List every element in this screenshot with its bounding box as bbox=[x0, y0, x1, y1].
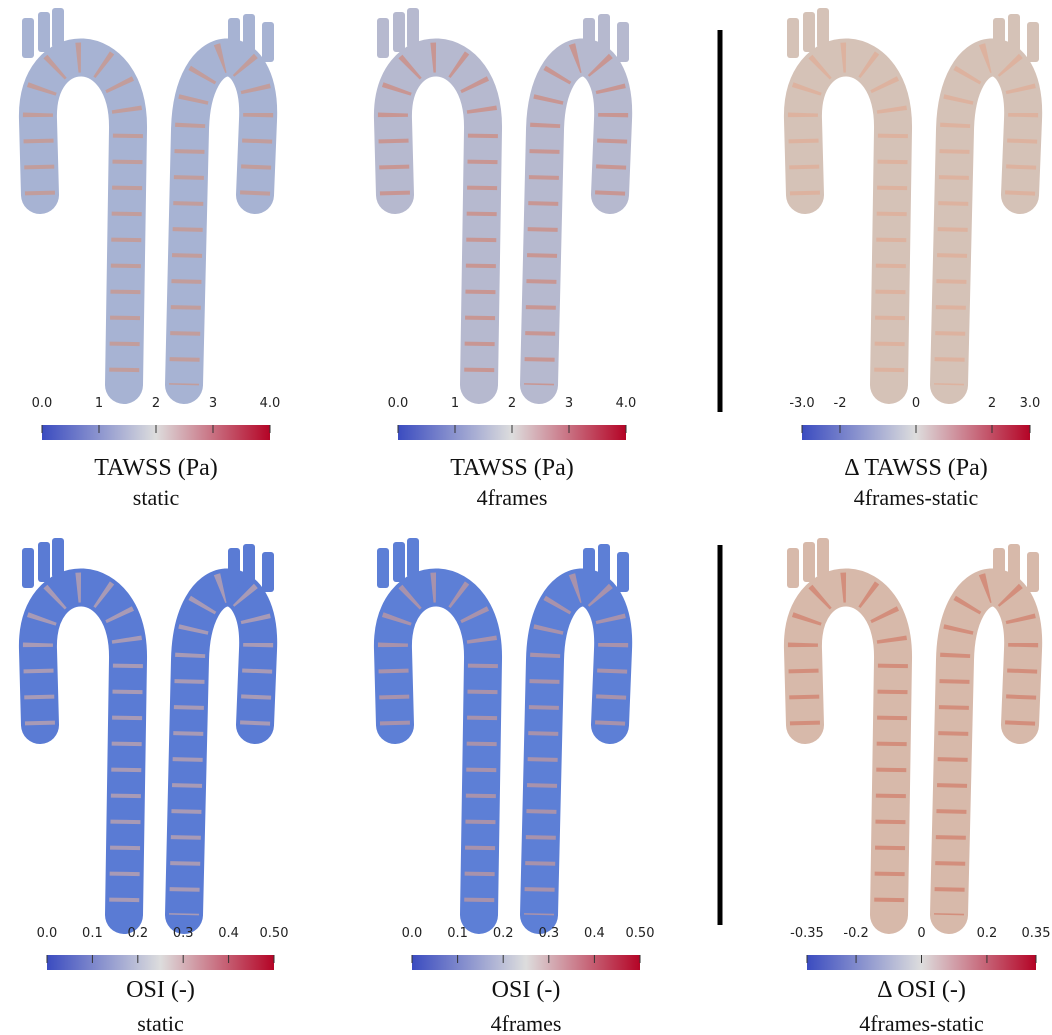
branch bbox=[617, 22, 629, 62]
branch bbox=[787, 18, 799, 58]
colorbar-tick-label: 0.1 bbox=[82, 926, 103, 941]
branch bbox=[598, 544, 610, 584]
panel-subtitle: 4frames-static bbox=[854, 485, 979, 510]
colorbar-tick-label: 0.4 bbox=[584, 926, 605, 941]
colorbar-tick-label: 0.3 bbox=[173, 926, 194, 941]
colorbar bbox=[412, 955, 640, 970]
colorbar-tick-label: 2 bbox=[988, 396, 996, 411]
branch bbox=[377, 548, 389, 588]
colorbar-tick-label: 0.0 bbox=[37, 926, 58, 941]
vessel bbox=[803, 57, 893, 385]
colorbar-tick-label: 0.2 bbox=[493, 926, 514, 941]
colorbar-tick-label: 0.3 bbox=[538, 926, 559, 941]
branch bbox=[407, 8, 419, 48]
colorbar-tick-label: 0 bbox=[917, 926, 925, 941]
branch bbox=[1027, 552, 1039, 592]
branch bbox=[1008, 544, 1020, 584]
colorbar-tick-label: -0.35 bbox=[790, 926, 824, 941]
figure: 0.0 1 2 3 4.0 TAWSS (Pa) static 0.0 1 2 3 4.0 TAWSS … bbox=[0, 0, 1052, 1035]
vessel bbox=[38, 57, 128, 385]
panel-title: Δ TAWSS (Pa) bbox=[844, 455, 988, 481]
branch bbox=[803, 542, 815, 582]
branch bbox=[393, 12, 405, 52]
colorbar-tick-label: 2 bbox=[508, 396, 516, 411]
colorbar-tick-label: -0.2 bbox=[843, 926, 868, 941]
aorta-pair bbox=[787, 8, 1039, 385]
aorta-pair bbox=[22, 538, 274, 915]
colorbar-tick-label: 4.0 bbox=[616, 396, 637, 411]
vessel bbox=[803, 587, 893, 915]
colorbar-tick-label: 0.2 bbox=[127, 926, 148, 941]
colorbar-tick-label: 3.0 bbox=[1020, 396, 1041, 411]
colorbar-tick-label: 3 bbox=[565, 396, 573, 411]
colorbar-tick-label: 0.35 bbox=[1022, 926, 1051, 941]
panel-subtitle: 4frames bbox=[477, 485, 548, 510]
colorbar-tick-label: -3.0 bbox=[789, 396, 814, 411]
branch bbox=[598, 14, 610, 54]
colorbar-tick-label: 0.2 bbox=[977, 926, 998, 941]
branch bbox=[38, 12, 50, 52]
branch bbox=[243, 544, 255, 584]
branch bbox=[228, 18, 240, 58]
branch bbox=[817, 538, 829, 578]
branch bbox=[228, 548, 240, 588]
branch bbox=[583, 548, 595, 588]
vessel bbox=[393, 57, 483, 385]
branch bbox=[243, 14, 255, 54]
colorbar-tick-label: 0 bbox=[912, 396, 920, 411]
colorbar-tick-label: 1 bbox=[95, 396, 103, 411]
panel-title: TAWSS (Pa) bbox=[450, 455, 573, 481]
colorbar-tick-label: 0.50 bbox=[260, 926, 289, 941]
colorbar-tick-label: -2 bbox=[834, 396, 847, 411]
branch bbox=[803, 12, 815, 52]
branch bbox=[393, 542, 405, 582]
colorbar-tick-label: 0.4 bbox=[218, 926, 239, 941]
branch bbox=[1008, 14, 1020, 54]
aorta-pair bbox=[377, 8, 629, 385]
colorbar-tick-label: 0.0 bbox=[32, 396, 53, 411]
branch bbox=[52, 8, 64, 48]
colorbar-tick-label: 1 bbox=[451, 396, 459, 411]
aorta-pair bbox=[787, 538, 1039, 915]
panel-subtitle: static bbox=[133, 485, 180, 510]
branch bbox=[617, 552, 629, 592]
panel-subtitle: 4frames-static bbox=[859, 1011, 984, 1035]
vessel bbox=[38, 587, 128, 915]
panel-subtitle: static bbox=[137, 1011, 184, 1035]
panel-title: Δ OSI (-) bbox=[877, 977, 966, 1003]
branch bbox=[52, 538, 64, 578]
panel-title: TAWSS (Pa) bbox=[94, 455, 217, 481]
branch bbox=[1027, 22, 1039, 62]
panel-title: OSI (-) bbox=[126, 977, 195, 1003]
branch bbox=[787, 548, 799, 588]
branch bbox=[377, 18, 389, 58]
aorta-pair bbox=[377, 538, 629, 915]
colorbar-tick-label: 0.0 bbox=[402, 926, 423, 941]
colorbar-tick-label: 0.50 bbox=[626, 926, 655, 941]
branch bbox=[817, 8, 829, 48]
branch bbox=[38, 542, 50, 582]
branch bbox=[22, 18, 34, 58]
branch bbox=[262, 22, 274, 62]
vessel bbox=[393, 587, 483, 915]
branch bbox=[993, 548, 1005, 588]
branch bbox=[22, 548, 34, 588]
colorbar bbox=[47, 955, 274, 970]
panel-subtitle: 4frames bbox=[491, 1011, 562, 1035]
branch bbox=[262, 552, 274, 592]
colorbar-tick-label: 0.1 bbox=[447, 926, 468, 941]
branch bbox=[993, 18, 1005, 58]
colorbar-tick-label: 3 bbox=[209, 396, 217, 411]
branch bbox=[583, 18, 595, 58]
colorbar-tick-label: 0.0 bbox=[388, 396, 409, 411]
branch bbox=[407, 538, 419, 578]
panel-title: OSI (-) bbox=[492, 977, 561, 1003]
colorbar-tick-label: 2 bbox=[152, 396, 160, 411]
aorta-pair bbox=[22, 8, 274, 385]
colorbar-tick-label: 4.0 bbox=[260, 396, 281, 411]
